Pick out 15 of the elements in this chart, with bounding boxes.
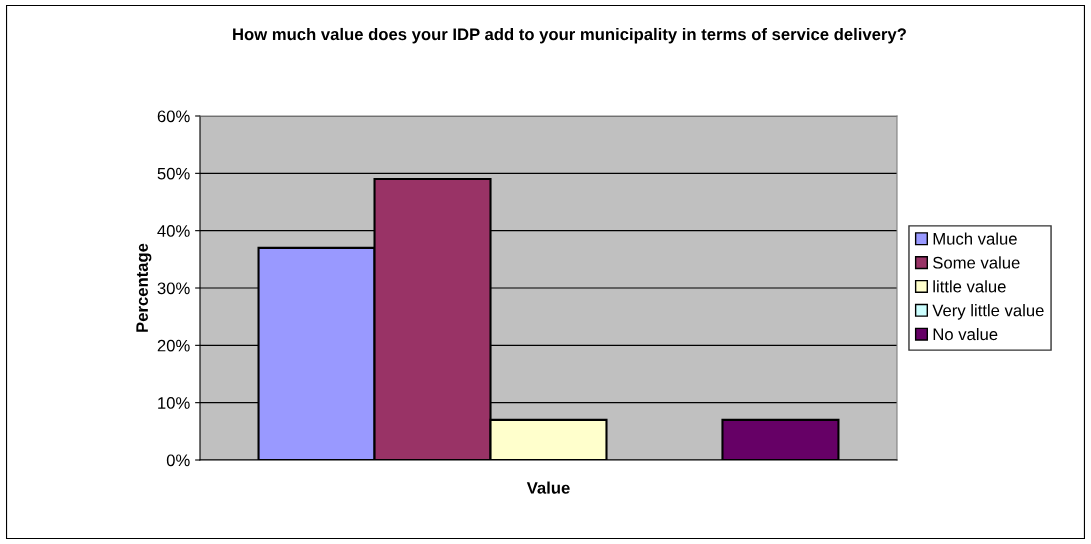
- y-tick-label: 60%: [157, 110, 190, 123]
- chart-title: How much value does your IDP add to your municipality in terms of service delivery?: [233, 27, 906, 44]
- legend-label: No value: [933, 327, 998, 341]
- y-tick-label: 40%: [157, 225, 190, 237]
- legend-label: Some value: [933, 256, 1020, 269]
- y-axis-title: Percentage: [136, 243, 152, 332]
- y-tick-label: 20%: [157, 339, 190, 352]
- legend-label: little value: [933, 280, 1006, 293]
- y-tick-label: 0%: [166, 454, 190, 467]
- legend-label: Very little value: [932, 304, 1044, 320]
- y-tick-label: 10%: [158, 397, 190, 409]
- legend-label: Much value: [933, 232, 1017, 245]
- x-axis-title: Value: [526, 481, 570, 494]
- y-tick-label: 50%: [157, 167, 190, 180]
- y-tick-label: 30%: [157, 282, 190, 295]
